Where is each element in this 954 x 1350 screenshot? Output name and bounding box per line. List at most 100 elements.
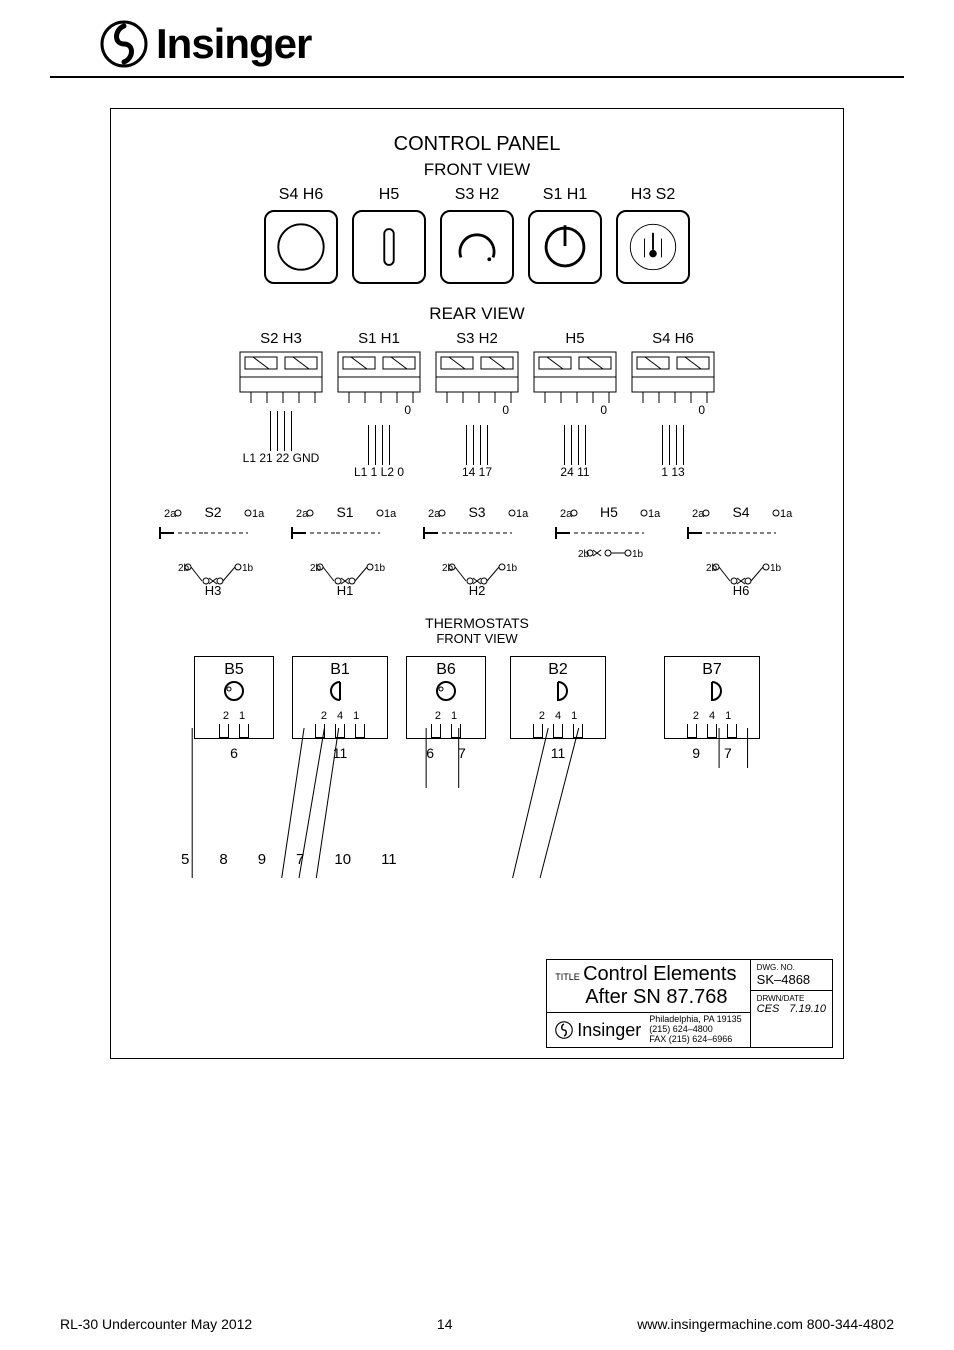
lead-number: 5 [181, 851, 189, 868]
front-switch-label: S4 H6 [279, 186, 323, 204]
thermostat-box: B2 241 [510, 656, 606, 739]
rear-view-row: S2 H3 L1 21 22 GNDS1 H1 0 L1 1 L2 0S3 H2… [121, 330, 833, 479]
lead-numbers: 58971011 [121, 851, 833, 868]
thermostat-dial [328, 679, 352, 708]
rear-zero: 0 [533, 403, 617, 417]
front-switch-label: S3 H2 [455, 186, 499, 204]
svg-text:1a: 1a [648, 508, 661, 520]
thermostat-box: B5 21 [194, 656, 274, 739]
thermostat-dial [222, 679, 246, 708]
thermostat-label: B2 [548, 661, 568, 679]
tb-title-line1: Control Elements [583, 963, 736, 985]
thermostat-label: B5 [224, 661, 244, 679]
thermostat-stubs [315, 724, 365, 738]
schematic-item: 2a S3 1a 2b 1b H2 [418, 503, 536, 599]
rear-pins: 24 11 [560, 465, 589, 479]
thermostat-stubs [219, 724, 249, 738]
thermostat-box: B6 21 [406, 656, 486, 739]
thermostats-title: THERMOSTATS [121, 615, 833, 631]
svg-text:1b: 1b [242, 563, 254, 574]
thermostat-label: B7 [702, 661, 722, 679]
rear-module: S1 H1 0 L1 1 L2 0 [337, 330, 421, 479]
svg-text:1b: 1b [770, 563, 782, 574]
schematic-item: 2a S1 1a 2b 1b H1 [286, 503, 404, 599]
rear-module-box [239, 351, 323, 403]
thermostat-box: B1 241 [292, 656, 388, 739]
svg-text:S4: S4 [732, 504, 749, 520]
svg-text:2b: 2b [178, 563, 190, 574]
thermostat-below: 11 [510, 745, 606, 761]
rear-module-box [337, 351, 421, 403]
svg-text:1a: 1a [384, 508, 397, 520]
thermostat-stubs [431, 724, 461, 738]
diagram-frame: CONTROL PANEL FRONT VIEW S4 H6 H5 S3 H2 … [110, 108, 844, 1059]
lead-number: 10 [334, 851, 351, 868]
lead-number: 8 [219, 851, 227, 868]
svg-text:1a: 1a [780, 508, 793, 520]
svg-text:2b: 2b [578, 549, 590, 560]
thermostat-box: B7 241 [664, 656, 760, 739]
rear-module-label: S1 H1 [358, 330, 400, 347]
rear-module-box [435, 351, 519, 403]
thermostat-pins: 241 [539, 710, 577, 722]
thermostat-below: 6 [194, 745, 274, 761]
svg-text:2b: 2b [442, 563, 454, 574]
thermostat-stubs [687, 724, 737, 738]
lead-number: 11 [381, 851, 397, 868]
switch-box [352, 210, 426, 284]
rear-module-box [631, 351, 715, 403]
switch-box [616, 210, 690, 284]
svg-text:1b: 1b [506, 563, 518, 574]
thermostat-below: 67 [406, 745, 486, 761]
front-switch: H3 S2 [616, 186, 690, 284]
footer-left: RL-30 Undercounter May 2012 [60, 1316, 252, 1332]
front-switch-label: H3 S2 [631, 186, 675, 204]
front-switch: S4 H6 [264, 186, 338, 284]
rear-wires [564, 417, 586, 465]
front-switch: S1 H1 [528, 186, 602, 284]
svg-text:1a: 1a [516, 508, 529, 520]
switch-box [264, 210, 338, 284]
tb-drwn-by: CES [757, 1003, 780, 1015]
rear-pins: L1 21 22 GND [243, 451, 320, 465]
tb-title-label: TITLE [555, 972, 580, 982]
thermostat-pins: 241 [693, 710, 731, 722]
rear-wires [662, 417, 684, 465]
rear-wires [466, 417, 488, 465]
svg-text:1b: 1b [632, 549, 644, 560]
page-header: Insinger [50, 0, 904, 78]
svg-text:H6: H6 [733, 583, 750, 598]
title-block: TITLE Control Elements After SN 87.768 I… [546, 959, 833, 1048]
rear-zero: 0 [337, 403, 421, 417]
svg-text:2b: 2b [706, 563, 718, 574]
rear-module: S2 H3 L1 21 22 GND [239, 330, 323, 479]
front-switch: S3 H2 [440, 186, 514, 284]
brand-text: Insinger [156, 20, 311, 68]
thermostat-below: 11 [292, 745, 388, 761]
thermostats-subtitle: FRONT VIEW [121, 631, 833, 646]
switch-box [528, 210, 602, 284]
footer-center: 14 [437, 1316, 453, 1332]
svg-text:H3: H3 [205, 583, 222, 598]
tb-dwg-no: SK–4868 [757, 972, 826, 987]
rear-pins: L1 1 L2 0 [354, 465, 404, 479]
rear-pins: 1 13 [661, 465, 684, 479]
svg-text:S3: S3 [468, 504, 485, 520]
title-control-panel: CONTROL PANEL [121, 133, 833, 156]
thermostat-dial [700, 679, 724, 708]
rear-module-label: S4 H6 [652, 330, 694, 347]
rear-zero: 0 [435, 403, 519, 417]
rear-wires [368, 417, 390, 465]
thermostat-dial [434, 679, 458, 708]
front-view-row: S4 H6 H5 S3 H2 S1 H1 H3 S2 [121, 186, 833, 284]
tb-drwn-date: 7.19.10 [789, 1003, 826, 1015]
thermostat-pins: 21 [223, 710, 245, 722]
thermostat-pins: 241 [321, 710, 359, 722]
rear-module: H5 0 24 11 [533, 330, 617, 479]
brand-logo: Insinger [100, 20, 311, 68]
thermostat-label: B1 [330, 661, 350, 679]
rear-pins: 14 17 [462, 465, 492, 479]
svg-text:H5: H5 [600, 504, 618, 520]
thermostat-stubs [533, 724, 583, 738]
rear-wires [270, 403, 292, 451]
